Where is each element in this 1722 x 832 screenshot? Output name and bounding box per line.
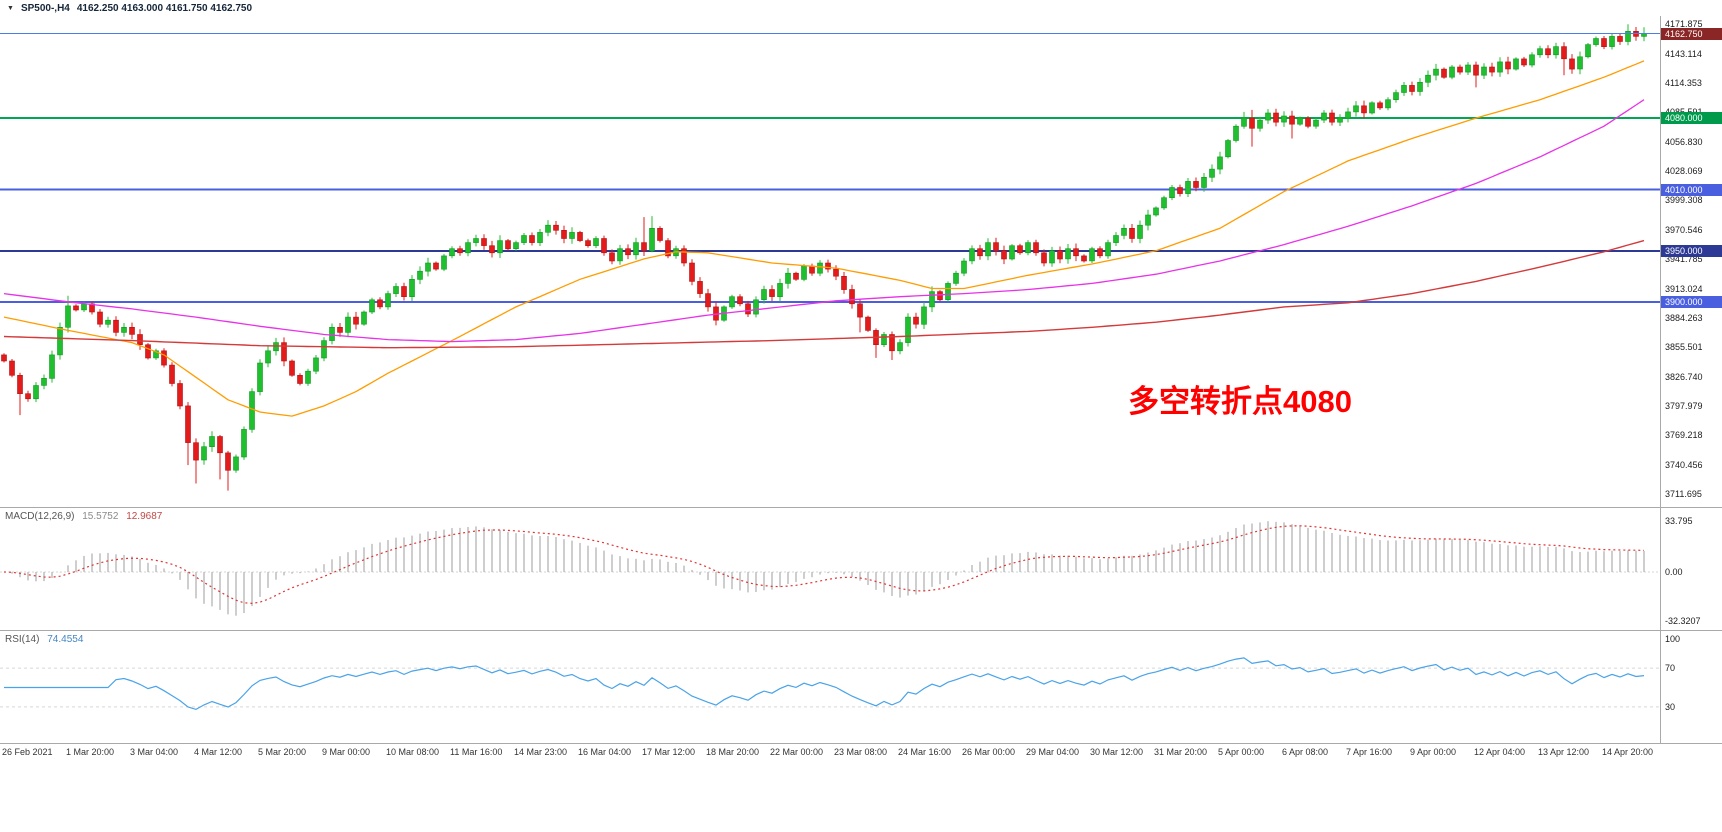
time-axis-label: 14 Mar 23:00 [514,747,568,757]
rsi-label: RSI(14) 74.4554 [5,634,83,645]
price-axis-label: 3884.263 [1665,312,1703,323]
time-axis-label: 22 Mar 00:00 [770,747,824,757]
price-pane[interactable]: 多空转折点4080 4171.8754143.1144114.3534085.5… [0,16,1722,508]
time-axis-label: 29 Mar 04:00 [1026,747,1080,757]
price-axis-label: 3970.546 [1665,224,1703,235]
macd-name: MACD(12,26,9) [5,511,75,522]
ma-medium-magenta [3,99,1645,343]
rsi-plot[interactable] [0,631,1660,743]
time-axis-label: 14 Apr 20:00 [1602,747,1654,757]
time-axis-label: 17 Mar 12:00 [642,747,696,757]
ma-slow-red [3,239,1645,349]
price-badge-level-navy: 3950.000 [1661,244,1722,257]
price-badge-current-price: 4162.750 [1661,27,1722,40]
price-axis-label: 3769.218 [1665,430,1703,441]
time-axis-label: 5 Apr 00:00 [1218,747,1265,757]
time-axis-label: 10 Mar 08:00 [386,747,440,757]
price-axis-label: 4028.069 [1665,166,1703,177]
price-badge-level-blue: 4010.000 [1661,183,1722,196]
macd-axis-label: 0.00 [1665,567,1683,577]
rsi-axis-label: 30 [1665,701,1676,712]
macd-value-main: 15.5752 [82,511,119,522]
time-axis-label: 6 Apr 08:00 [1282,747,1329,757]
time-axis-label: 12 Apr 04:00 [1474,747,1526,757]
price-badge-level-green: 4080.000 [1661,112,1722,125]
time-axis[interactable]: 26 Feb 2021 1 Mar 20:00 3 Mar 04:00 4 Mar 1… [0,744,1722,762]
time-axis-label: 4 Mar 12:00 [194,747,243,757]
price-axis-label: 4114.353 [1665,78,1702,88]
rsi-axis-label: 100 [1665,634,1681,644]
price-axis-label: 3855.501 [1665,342,1703,353]
price-axis-label: 3797.979 [1665,400,1703,411]
price-badge-level-blue: 3900.000 [1661,295,1722,308]
time-axis-label: 1 Mar 20:00 [66,747,115,757]
macd-axis: 33.795 0.00 -32.3207 [1660,508,1722,630]
price-axis-label: 4171.875 [1665,19,1703,30]
price-axis-label: 4056.830 [1665,136,1703,147]
time-axis-label: 24 Mar 16:00 [898,747,952,757]
time-axis-label: 23 Mar 08:00 [834,747,888,757]
rsi-value: 74.4554 [47,634,84,645]
price-axis-label: 3941.785 [1665,254,1703,265]
time-axis-label: 5 Mar 20:00 [258,747,307,757]
rsi-pane[interactable]: RSI(14) 74.4554 100 70 30 [0,631,1722,744]
time-axis-label: 11 Mar 16:00 [450,747,503,757]
time-axis-label: 9 Apr 00:00 [1410,747,1457,757]
macd-axis-label: -32.3207 [1665,615,1701,626]
time-axis-label: 7 Apr 16:00 [1346,747,1393,757]
rsi-name: RSI(14) [5,634,40,645]
time-axis-label: 13 Apr 12:00 [1538,747,1590,757]
time-axis-label: 31 Mar 20:00 [1154,747,1208,757]
candlestick-plot[interactable] [0,16,1660,507]
footer-space [0,762,1722,832]
time-axis-label: 9 Mar 00:00 [322,747,371,757]
ma-fast-orange [3,60,1645,417]
price-axis: 4171.8754143.1144114.3534085.5914056.830… [1660,16,1722,507]
macd-axis-label: 33.795 [1665,515,1693,526]
price-axis-label: 4143.114 [1665,48,1702,59]
price-axis-label: 3913.024 [1665,283,1703,294]
symbol-dropdown-icon[interactable]: ▼ [7,4,14,12]
time-axis-label: 30 Mar 12:00 [1090,747,1144,757]
symbol-timeframe-label: SP500-,H4 [20,2,70,14]
time-axis-label: 26 Feb 2021 [2,747,53,757]
macd-pane[interactable]: MACD(12,26,9) 15.5752 12.9687 33.795 0.00… [0,508,1722,631]
chart-annotation-text[interactable]: 多空转折点4080 [1128,384,1352,419]
price-axis-label: 3711.695 [1665,488,1702,499]
price-axis-label: 3826.740 [1665,371,1703,382]
time-axis-label: 16 Mar 04:00 [578,747,632,757]
price-axis-label: 3740.456 [1665,459,1703,470]
macd-value-signal: 12.9687 [126,511,163,522]
macd-label: MACD(12,26,9) 15.5752 12.9687 [5,511,162,522]
chart-header: ▼ SP500-,H4 4162.250 4163.000 4161.750 4… [0,0,1722,16]
ohlc-quote: 4162.250 4163.000 4161.750 4162.750 [76,2,253,14]
macd-plot[interactable] [0,508,1660,630]
time-axis-label: 26 Mar 00:00 [962,747,1016,757]
rsi-axis-label: 70 [1665,663,1676,674]
time-axis-label: 18 Mar 20:00 [706,747,760,757]
time-axis-label: 3 Mar 04:00 [130,747,179,757]
price-axis-label: 3999.308 [1665,195,1703,206]
rsi-axis: 100 70 30 [1660,631,1722,743]
